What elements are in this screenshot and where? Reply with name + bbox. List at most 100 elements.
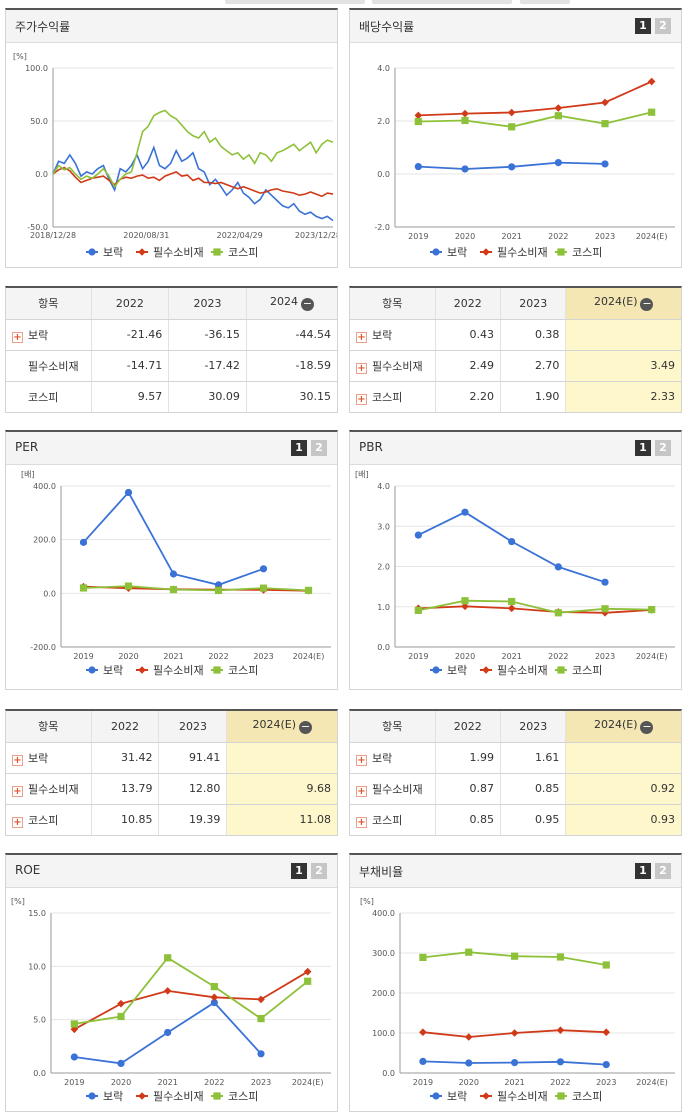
page-1-button[interactable]: 1 — [635, 18, 651, 34]
legend-label: 코스피 — [228, 246, 258, 259]
collapse-icon[interactable]: − — [300, 297, 314, 312]
data-point — [557, 666, 565, 674]
col-header-last: 2024(E) − — [565, 711, 681, 743]
expand-icon[interactable]: + — [356, 362, 367, 374]
y-tick-label: 300.0 — [372, 949, 395, 958]
page-2-button[interactable]: 2 — [655, 863, 671, 879]
x-tick-label: 2024(E) — [636, 652, 668, 661]
page-1-button[interactable]: 1 — [291, 440, 307, 456]
data-point — [432, 666, 440, 674]
chart-roe: [%]15.0 10.0 5.0 0.0 2019 2020 2021 2022 2023 202… — [11, 897, 331, 1103]
data-point — [164, 954, 172, 962]
data-point — [213, 1092, 221, 1100]
data-point — [508, 123, 516, 131]
expand-icon[interactable]: + — [12, 785, 23, 797]
data-point — [554, 159, 562, 167]
row-name: 보락 — [372, 751, 393, 765]
cell: 3.49 — [565, 350, 681, 382]
data-point — [482, 1092, 490, 1100]
expand-icon[interactable]: + — [12, 754, 23, 766]
col-header-last: 2024(E) − — [226, 711, 337, 743]
data-point — [508, 537, 516, 546]
data-point — [138, 1092, 146, 1100]
chart-debt-ratio: [%] 400.0 300.0 200.0 100.0 0.0 2019 2020 2021 20… — [360, 897, 675, 1103]
cell: 19.39 — [158, 804, 228, 836]
x-tick-label: 2020 — [455, 232, 475, 241]
data-point — [88, 248, 96, 256]
data-point — [554, 112, 562, 120]
data-point — [414, 117, 422, 126]
col-header-last: 2024− — [246, 288, 337, 320]
y-tick-label: 400.0 — [372, 909, 395, 918]
data-point — [507, 604, 516, 613]
x-tick-label: 2021 — [501, 232, 521, 241]
legend-label: 코스피 — [572, 246, 602, 259]
cell: 2.33 — [565, 381, 681, 413]
page-1-button[interactable]: 1 — [635, 440, 651, 456]
data-point — [419, 953, 427, 961]
x-tick-label: 2023 — [251, 1078, 271, 1087]
collapse-icon[interactable]: − — [640, 720, 654, 735]
data-point — [257, 1015, 265, 1023]
data-point — [461, 508, 469, 516]
y-tick-label: 0.0 — [377, 643, 390, 652]
data-point — [461, 109, 469, 118]
data-point — [210, 999, 218, 1007]
data-point — [557, 248, 565, 256]
x-tick-label: 2023/12/28 — [295, 231, 337, 240]
data-point — [214, 586, 223, 595]
col-header: 항목 — [350, 288, 436, 320]
legend-label: 코스피 — [228, 1090, 258, 1103]
expand-icon[interactable]: + — [356, 331, 367, 343]
table-per: 항목 2022 2023 2024(E) − + 보락 31.42 91.41 + 필… — [5, 709, 338, 836]
page-2-button[interactable]: 2 — [311, 863, 327, 879]
page-2-button[interactable]: 2 — [655, 440, 671, 456]
expand-icon[interactable]: + — [356, 393, 367, 405]
x-tick-label: 2022 — [204, 1078, 224, 1087]
series-line-보락 — [52, 145, 334, 222]
panel-title: 부채비율 — [359, 865, 404, 879]
collapse-icon[interactable]: − — [640, 297, 654, 312]
expand-icon[interactable]: + — [12, 816, 23, 828]
expand-icon[interactable]: + — [356, 754, 367, 766]
data-point — [124, 488, 133, 497]
x-tick-label: 2020 — [118, 652, 138, 661]
data-point — [419, 1028, 427, 1036]
panel-title: ROE — [15, 863, 41, 877]
x-tick-label: 2022 — [548, 652, 568, 661]
legend-label: 보락 — [447, 246, 467, 259]
col-header: 항목 — [6, 288, 92, 320]
legend-label: 필수소비재 — [497, 1090, 548, 1103]
page-1-button[interactable]: 1 — [291, 863, 307, 879]
unit-label: [%] — [11, 897, 25, 906]
col-header: 항목 — [6, 711, 92, 743]
legend-label: 보락 — [447, 664, 467, 677]
page-2-button[interactable]: 2 — [655, 18, 671, 34]
cell — [565, 742, 681, 774]
cell: 91.41 — [158, 742, 228, 774]
chart-per: [배] 400.0 200.0 0.0 -200.0 2019 2020 2021 2022 20… — [21, 470, 331, 677]
legend-label: 필수소비재 — [153, 664, 204, 677]
y-tick-label: 0.0 — [43, 589, 56, 598]
x-tick-label: 2019 — [408, 232, 428, 241]
y-tick-label: 4.0 — [377, 64, 390, 73]
data-point — [507, 108, 516, 117]
data-point — [79, 538, 88, 546]
expand-icon[interactable]: + — [356, 816, 367, 828]
cell: 9.68 — [226, 773, 337, 805]
row-name: 필수소비재 — [28, 782, 79, 796]
data-point — [259, 584, 268, 592]
legend-label: 보락 — [103, 1090, 123, 1103]
data-point — [303, 967, 312, 976]
page-1-button[interactable]: 1 — [635, 863, 651, 879]
table-row: + 필수소비재 2.49 2.70 3.49 — [350, 350, 681, 382]
data-point — [257, 995, 265, 1004]
expand-icon[interactable]: + — [12, 331, 23, 343]
series-line-코스피 — [52, 109, 334, 189]
page-2-button[interactable]: 2 — [311, 440, 327, 456]
table-row: + 코스피 0.85 0.95 0.93 — [350, 804, 681, 836]
expand-icon[interactable]: + — [356, 785, 367, 797]
collapse-icon[interactable]: − — [298, 720, 312, 735]
cell: 30.09 — [168, 381, 247, 413]
cell: -18.59 — [246, 350, 337, 382]
